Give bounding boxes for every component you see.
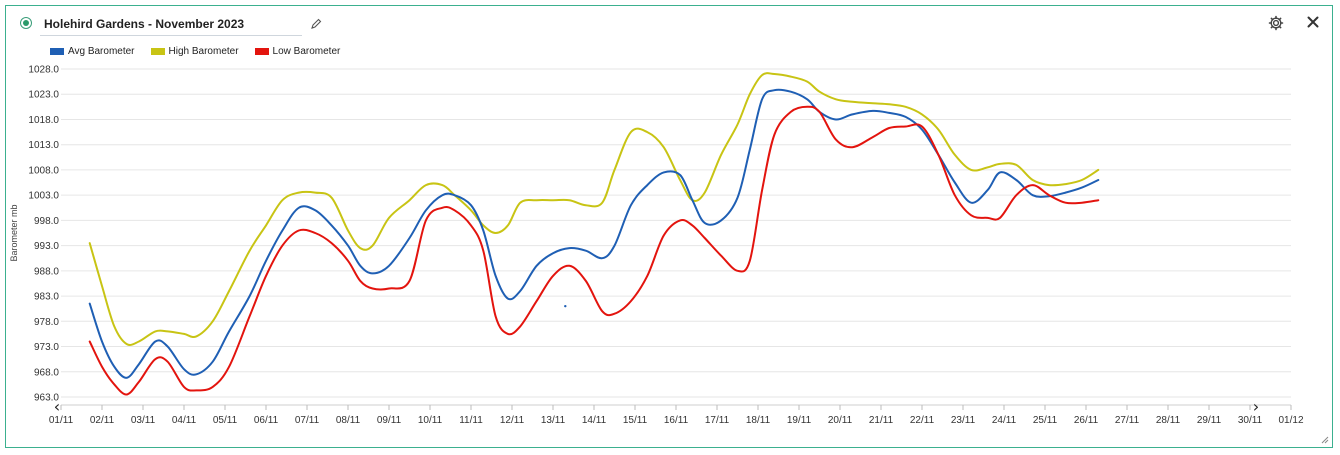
x-tick-label: 04/11 (172, 415, 197, 426)
y-tick-label: 993.0 (34, 241, 59, 252)
x-tick-label: 24/11 (992, 415, 1017, 426)
x-tick-label: 30/11 (1238, 415, 1263, 426)
y-tick-label: 963.0 (34, 393, 59, 404)
x-tick-label: 19/11 (787, 415, 812, 426)
y-tick-label: 983.0 (34, 292, 59, 303)
y-tick-label: 1013.0 (28, 140, 59, 151)
status-dot-icon[interactable] (20, 17, 32, 29)
y-tick-label: 1023.0 (28, 90, 59, 101)
series-line-low-barometer (88, 105, 1100, 396)
x-tick-label: 01/12 (1278, 415, 1303, 426)
x-tick-label: 13/11 (541, 415, 566, 426)
x-tick-label: 06/11 (254, 415, 279, 426)
close-icon[interactable] (1306, 15, 1320, 29)
chart-title-field[interactable]: Holehird Gardens - November 2023 (40, 14, 302, 36)
scroll-left-icon[interactable]: ‹ (54, 397, 60, 416)
y-tick-label: 1008.0 (28, 165, 59, 176)
legend-item-avg[interactable]: Avg Barometer (50, 46, 135, 57)
x-tick-label: 23/11 (951, 415, 976, 426)
pencil-icon[interactable] (309, 17, 323, 31)
x-tick-label: 05/11 (213, 415, 238, 426)
x-tick-label: 07/11 (295, 415, 320, 426)
series-line-high-barometer (88, 72, 1100, 346)
x-tick-label: 15/11 (623, 415, 648, 426)
y-tick-label: 998.0 (34, 216, 59, 227)
x-tick-label: 09/11 (377, 415, 402, 426)
legend-label-avg: Avg Barometer (68, 45, 135, 57)
y-tick-label: 968.0 (34, 367, 59, 378)
x-tick-label: 11/11 (459, 415, 483, 426)
series-line-avg-barometer (88, 88, 1100, 379)
gear-icon[interactable] (1268, 15, 1284, 31)
x-tick-label: 22/11 (910, 415, 935, 426)
y-tick-label: 1018.0 (28, 115, 59, 126)
x-tick-label: 27/11 (1115, 415, 1140, 426)
y-tick-label: 1028.0 (28, 65, 59, 76)
x-tick-label: 20/11 (828, 415, 853, 426)
legend-swatch-low (254, 47, 269, 55)
x-tick-label: 21/11 (869, 415, 894, 426)
x-tick-label: 10/11 (418, 415, 443, 426)
legend-item-low[interactable]: Low Barometer (254, 45, 341, 57)
scroll-right-icon[interactable]: › (1253, 397, 1259, 416)
legend-item-high[interactable]: High Barometer (150, 45, 239, 57)
chart-panel: Holehird Gardens - November 2023 Avg Bar… (5, 5, 1333, 448)
x-tick-label: 18/11 (746, 415, 771, 426)
x-tick-label: 03/11 (131, 415, 156, 426)
x-tick-label: 16/11 (664, 415, 689, 426)
x-tick-label: 26/11 (1074, 415, 1099, 426)
x-tick-label: 28/11 (1156, 415, 1181, 426)
y-tick-label: 988.0 (34, 266, 59, 277)
y-tick-label: 1003.0 (28, 191, 59, 202)
chart-legend: Avg Barometer High Barometer Low Baromet… (50, 44, 356, 58)
y-tick-label: 978.0 (34, 317, 59, 328)
legend-swatch-avg (50, 47, 64, 55)
x-tick-label: 02/11 (90, 415, 115, 426)
x-tick-label: 08/11 (336, 415, 361, 426)
legend-swatch-high (150, 47, 165, 55)
stray-data-point (564, 304, 567, 308)
x-tick-label: 17/11 (705, 415, 730, 426)
y-axis-label: Barometer mb (9, 204, 19, 261)
x-tick-label: 14/11 (582, 415, 607, 426)
x-tick-label: 25/11 (1033, 415, 1058, 426)
legend-label-low: Low Barometer (272, 45, 341, 57)
legend-label-high: High Barometer (168, 45, 239, 57)
y-tick-label: 973.0 (34, 342, 59, 353)
x-tick-label: 01/11 (49, 415, 74, 426)
x-tick-label: 29/11 (1197, 415, 1222, 426)
x-tick-label: 12/11 (500, 415, 525, 426)
line-chart: 1028.0 1023.0 1018.0 1013.0 1008.0 1003.0 998.… (9, 65, 1304, 427)
resize-handle-icon[interactable] (1321, 436, 1329, 444)
